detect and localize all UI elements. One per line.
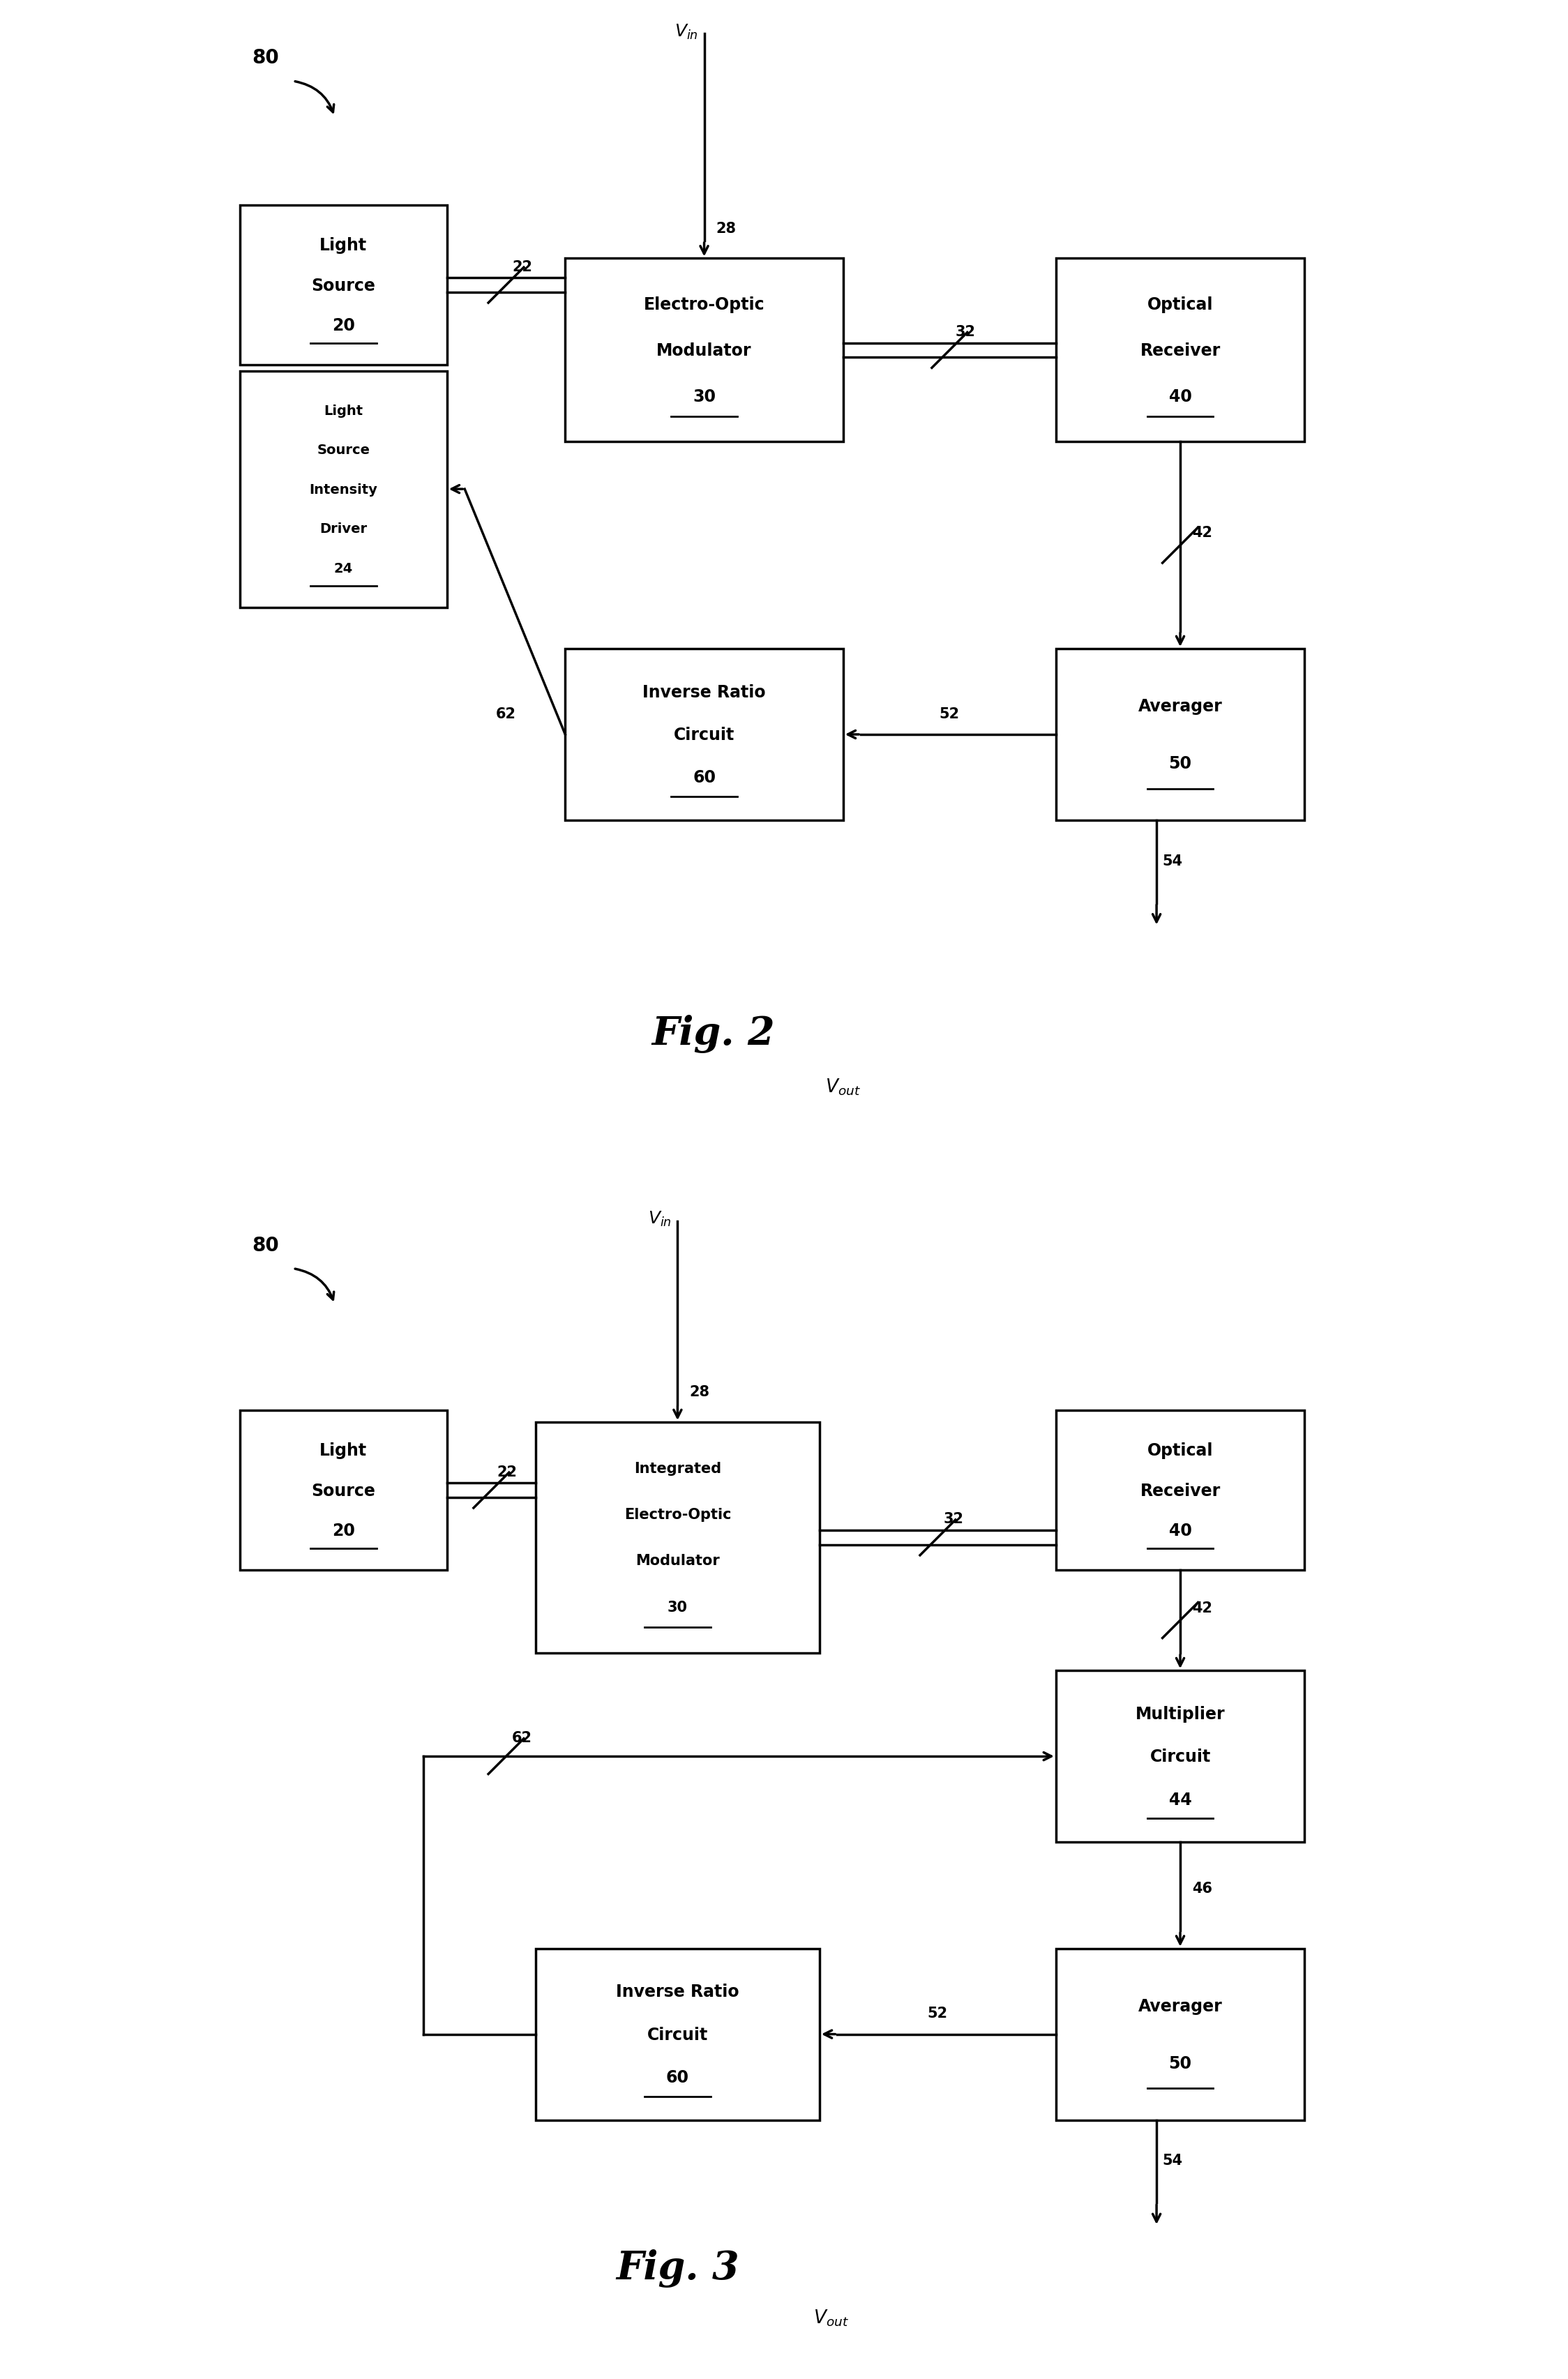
Text: 54: 54 xyxy=(1162,854,1182,868)
Text: 50: 50 xyxy=(1168,2055,1192,2072)
Text: 42: 42 xyxy=(1192,526,1212,540)
Bar xyxy=(564,649,844,821)
Text: 42: 42 xyxy=(1192,1601,1212,1615)
Text: 54: 54 xyxy=(1162,2153,1182,2167)
Text: Circuit: Circuit xyxy=(674,726,734,742)
Text: Modulator: Modulator xyxy=(657,343,751,359)
Text: Source: Source xyxy=(312,278,375,295)
Text: Modulator: Modulator xyxy=(635,1553,720,1568)
Text: 30: 30 xyxy=(693,388,715,404)
Bar xyxy=(1055,259,1305,442)
Text: 24: 24 xyxy=(334,561,353,576)
Bar xyxy=(536,1948,820,2120)
Text: Circuit: Circuit xyxy=(648,2027,709,2044)
Bar xyxy=(1055,649,1305,821)
Text: 46: 46 xyxy=(1192,1882,1212,1896)
Text: Optical: Optical xyxy=(1148,1442,1214,1458)
Text: 50: 50 xyxy=(1168,754,1192,771)
Text: Intensity: Intensity xyxy=(309,483,378,497)
Text: 52: 52 xyxy=(939,707,960,721)
Text: $V_{in}$: $V_{in}$ xyxy=(648,1209,671,1228)
Text: 30: 30 xyxy=(668,1601,688,1613)
Text: Light: Light xyxy=(325,404,364,416)
Text: Multiplier: Multiplier xyxy=(1135,1706,1225,1722)
Text: Averager: Averager xyxy=(1138,1998,1223,2015)
Text: 44: 44 xyxy=(1168,1791,1192,1808)
Text: 52: 52 xyxy=(928,2005,949,2020)
Text: 20: 20 xyxy=(332,316,354,333)
Text: $V_{in}$: $V_{in}$ xyxy=(674,21,698,40)
Text: 62: 62 xyxy=(495,707,516,721)
Bar xyxy=(240,207,447,366)
Text: Source: Source xyxy=(317,442,370,457)
Text: Optical: Optical xyxy=(1148,297,1214,314)
Text: 28: 28 xyxy=(717,221,737,236)
Text: 60: 60 xyxy=(666,2070,688,2086)
Text: Electro-Optic: Electro-Optic xyxy=(643,297,765,314)
Text: $V_{out}$: $V_{out}$ xyxy=(825,1078,861,1097)
Text: 80: 80 xyxy=(252,1235,279,1254)
Text: 22: 22 xyxy=(497,1465,517,1480)
Text: 60: 60 xyxy=(693,768,715,785)
Text: 20: 20 xyxy=(332,1523,354,1539)
Bar xyxy=(536,1423,820,1653)
Text: Light: Light xyxy=(320,1442,367,1458)
Bar xyxy=(1055,1411,1305,1570)
Text: 22: 22 xyxy=(513,259,532,274)
Text: Receiver: Receiver xyxy=(1140,1482,1220,1499)
Bar xyxy=(564,259,844,442)
Text: Fig. 3: Fig. 3 xyxy=(616,2248,739,2286)
Text: Electro-Optic: Electro-Optic xyxy=(624,1508,731,1523)
Text: 80: 80 xyxy=(252,48,279,69)
Bar xyxy=(1055,1948,1305,2120)
Text: Integrated: Integrated xyxy=(633,1461,721,1475)
Text: 40: 40 xyxy=(1168,388,1192,404)
Text: Inverse Ratio: Inverse Ratio xyxy=(643,683,765,699)
Text: $V_{out}$: $V_{out}$ xyxy=(814,2308,848,2327)
Text: Driver: Driver xyxy=(320,523,367,535)
Text: Inverse Ratio: Inverse Ratio xyxy=(616,1984,739,2001)
Text: Fig. 2: Fig. 2 xyxy=(651,1013,775,1052)
Text: 28: 28 xyxy=(690,1385,710,1399)
Text: 40: 40 xyxy=(1168,1523,1192,1539)
Text: Source: Source xyxy=(312,1482,375,1499)
Text: 32: 32 xyxy=(955,326,975,338)
Text: Receiver: Receiver xyxy=(1140,343,1220,359)
Text: Light: Light xyxy=(320,238,367,255)
Bar xyxy=(240,371,447,607)
Text: Circuit: Circuit xyxy=(1149,1749,1210,1765)
Text: 62: 62 xyxy=(513,1730,532,1744)
Text: Averager: Averager xyxy=(1138,697,1223,714)
Bar xyxy=(240,1411,447,1570)
Bar xyxy=(1055,1670,1305,1841)
Text: 32: 32 xyxy=(944,1513,964,1525)
